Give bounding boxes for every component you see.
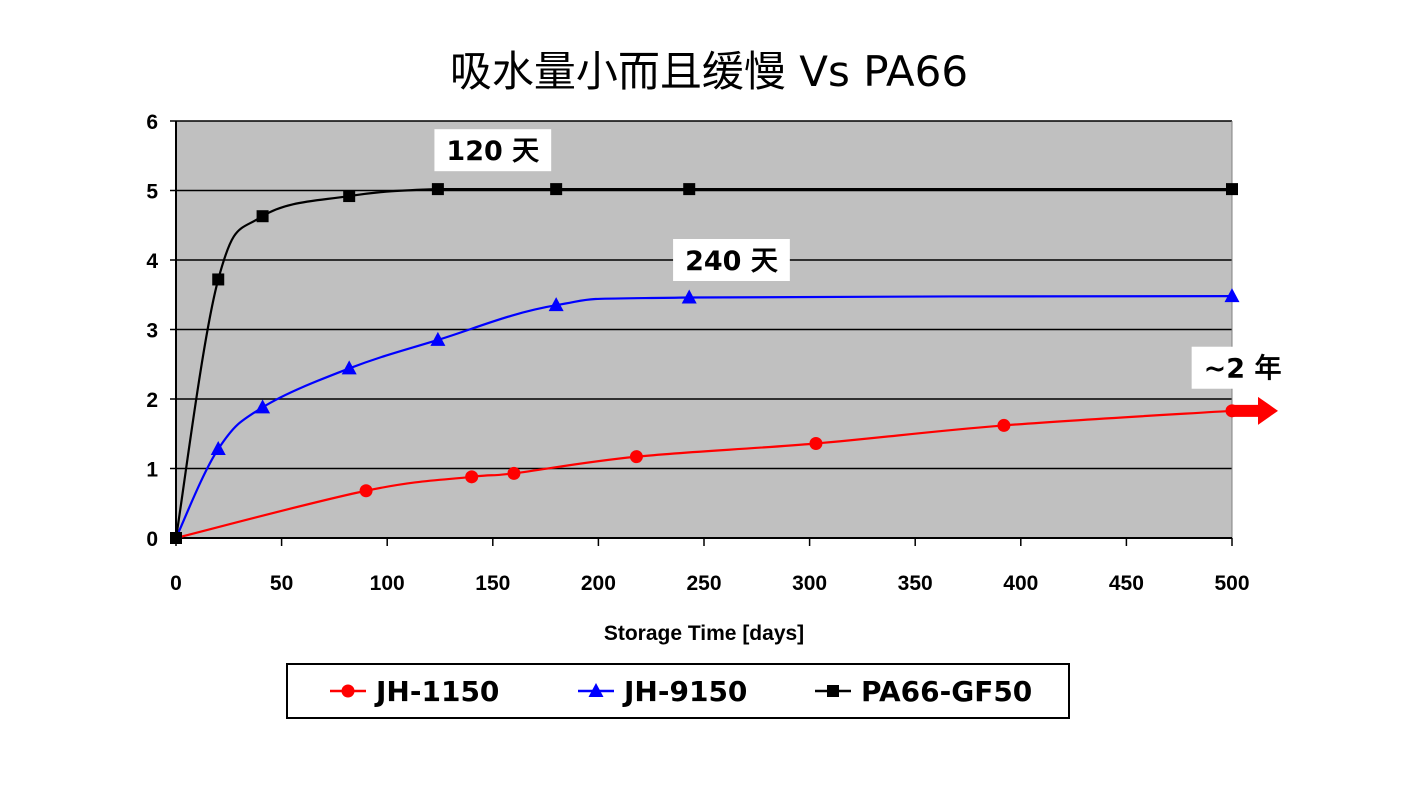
annotations: 120 天 240 天 ~2 年 bbox=[434, 129, 1294, 389]
y-tick-labels: 0 1 2 3 4 5 6 bbox=[146, 111, 158, 551]
y-tick-label: 2 bbox=[146, 389, 158, 412]
data-point-jh-9150 bbox=[255, 399, 271, 414]
series-line-jh-9150 bbox=[175, 295, 1233, 539]
x-tick-label: 250 bbox=[686, 572, 721, 595]
series-layer bbox=[170, 183, 1278, 544]
x-tick-label: 200 bbox=[581, 572, 616, 595]
data-point-pa66-gf50 bbox=[212, 273, 225, 286]
slide-title: 吸水量小而且缓慢 Vs PA66 bbox=[449, 47, 969, 96]
legend-marker-jh-1150 bbox=[341, 684, 355, 698]
legend-box bbox=[286, 663, 1070, 719]
data-point-jh-1150 bbox=[809, 436, 823, 450]
data-point-pa66-gf50 bbox=[343, 190, 356, 203]
legend-marker-jh-9150 bbox=[588, 683, 604, 697]
data-point-jh-1150 bbox=[997, 418, 1011, 432]
data-point-jh-1150 bbox=[465, 470, 479, 484]
data-point-pa66-gf50 bbox=[1226, 183, 1238, 196]
annotation-box bbox=[434, 129, 552, 172]
data-point-jh-9150 bbox=[548, 297, 564, 312]
data-point-pa66-gf50 bbox=[256, 210, 269, 223]
data-point-pa66-gf50 bbox=[431, 183, 444, 196]
y-tick-label: 3 bbox=[146, 320, 158, 343]
data-point-jh-9150 bbox=[681, 289, 697, 304]
data-point-jh-1150 bbox=[1225, 404, 1239, 418]
x-tick-label: 50 bbox=[270, 572, 293, 595]
data-point-jh-9150 bbox=[210, 441, 226, 456]
x-tick-label: 300 bbox=[792, 572, 827, 595]
annotation-box bbox=[1191, 346, 1294, 389]
data-point-origin bbox=[170, 532, 182, 544]
y-tick-label: 0 bbox=[146, 528, 158, 551]
x-tick-label: 500 bbox=[1214, 572, 1249, 595]
y-tick-label: 5 bbox=[146, 181, 158, 204]
x-tick-label: 150 bbox=[475, 572, 510, 595]
x-tick-label: 100 bbox=[370, 572, 405, 595]
annotation-label: 240 天 bbox=[685, 246, 778, 277]
legend-label-jh-9150: JH-9150 bbox=[622, 675, 747, 708]
legend-marker-pa66-gf50 bbox=[827, 685, 839, 697]
data-point-pa66-gf50 bbox=[683, 183, 696, 196]
trend-arrow bbox=[1232, 396, 1278, 425]
data-point-jh-1150 bbox=[629, 450, 643, 464]
legend-label-pa66-gf50: PA66-GF50 bbox=[861, 675, 1032, 708]
y-tick-label: 4 bbox=[146, 250, 158, 273]
data-point-jh-9150 bbox=[430, 331, 446, 346]
y-tick-label: 6 bbox=[146, 111, 158, 134]
annotation-box bbox=[673, 239, 790, 281]
data-point-jh-1150 bbox=[359, 484, 373, 498]
y-tick-label: 1 bbox=[146, 459, 158, 482]
legend: JH-1150 JH-9150 PA66-GF50 bbox=[286, 663, 1070, 719]
x-tick-label: 350 bbox=[898, 572, 933, 595]
x-tick-label: 450 bbox=[1109, 572, 1144, 595]
data-point-jh-9150 bbox=[341, 360, 357, 375]
annotation-label: ~2 年 bbox=[1204, 353, 1282, 385]
data-point-jh-9150 bbox=[1224, 288, 1240, 303]
data-point-pa66-gf50 bbox=[550, 183, 563, 196]
x-axis-label: Storage Time [days] bbox=[604, 622, 804, 645]
x-tick-labels: 0 50 100 150 200 250 300 350 400 450 500 bbox=[170, 572, 1249, 595]
annotation-label: 120 天 bbox=[446, 136, 539, 167]
x-tick-label: 0 bbox=[170, 572, 182, 595]
legend-label-jh-1150: JH-1150 bbox=[374, 675, 499, 708]
x-tick-label: 400 bbox=[1003, 572, 1038, 595]
data-point-jh-1150 bbox=[507, 466, 521, 480]
